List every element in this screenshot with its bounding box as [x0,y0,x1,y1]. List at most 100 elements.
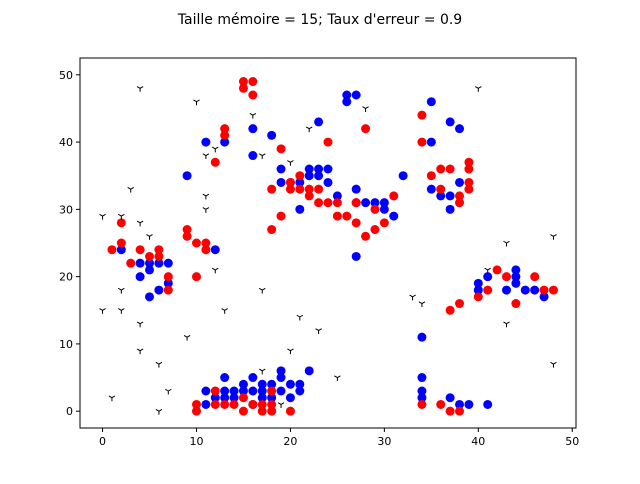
data-point [201,238,211,248]
data-point [201,386,211,396]
data-point [238,393,248,403]
data-point [136,348,144,355]
data-point [511,278,521,288]
data-point [314,184,324,194]
data-point [182,171,192,181]
data-point [229,399,239,409]
data-point [248,373,258,383]
data-point [193,99,200,106]
data-point [351,251,361,261]
data-point [342,97,352,107]
data-point [370,225,380,235]
x-tick-label: 50 [565,435,579,448]
x-tick-label: 40 [471,435,485,448]
data-point [351,218,361,228]
data-point [455,124,465,134]
data-point [267,379,277,389]
data-point [445,191,455,201]
x-tick-label: 30 [377,435,391,448]
data-point [295,386,305,396]
data-point [248,151,258,161]
data-point [276,373,286,383]
data-point [248,77,258,87]
x-tick-label: 20 [283,435,297,448]
data-point [99,213,106,220]
data-point [210,399,220,409]
data-point [201,137,211,147]
data-point [445,204,455,214]
data-point [473,285,483,295]
data-point [417,393,427,403]
data-point [550,361,557,368]
data-point [361,231,371,241]
data-point [511,265,521,275]
data-point [116,245,126,255]
data-point [436,184,446,194]
data-point [304,184,314,194]
data-point [220,124,230,134]
y-tick-label: 50 [59,69,73,82]
data-point [229,386,239,396]
data-point [323,137,333,147]
data-point [351,184,361,194]
data-point [295,379,305,389]
data-point [511,272,521,282]
data-point [136,321,144,328]
data-point [220,137,230,147]
data-point [267,406,277,416]
data-point [163,278,173,288]
data-point [464,177,474,187]
data-point [426,171,436,181]
data-point [257,386,267,396]
data-point [314,171,324,181]
x-tick-label: 10 [189,435,203,448]
y-tick-label: 10 [59,338,73,351]
data-point [276,177,286,187]
data-point [183,334,191,341]
data-point [436,399,446,409]
data-point [191,238,201,248]
data-point [127,186,135,193]
y-tick-label: 0 [66,405,73,418]
data-point [483,272,493,282]
data-point [220,373,230,383]
axis-ticks: 0 10 20 30 40 50 0 10 20 30 40 50 [59,69,579,448]
data-point [334,375,341,382]
data-point [135,272,145,282]
data-point [304,366,314,376]
data-point [99,308,106,314]
data-point [332,198,342,208]
data-points [99,77,558,416]
data-point [342,211,352,221]
data-point [539,292,549,302]
data-point [248,386,258,396]
data-point [548,285,558,295]
data-point [257,379,267,389]
data-point [136,86,144,92]
data-point [191,399,201,409]
data-point [445,117,455,127]
data-point [145,258,155,268]
data-point [211,267,219,274]
data-point [154,245,164,255]
data-point [248,399,258,409]
data-point [202,193,210,200]
data-point [118,308,125,314]
data-point [464,399,474,409]
data-point [323,198,333,208]
chart-title: Taille mémoire = 15; Taux d'erreur = 0.9 [177,12,462,28]
data-point [426,137,436,147]
data-point [220,386,230,396]
data-point [258,287,266,294]
data-point [464,164,474,174]
data-point [267,399,277,409]
data-point [163,272,173,282]
data-point [389,191,399,201]
data-point [464,184,474,194]
y-tick-label: 40 [59,136,73,149]
data-point [202,153,210,160]
data-point [455,177,465,187]
data-point [118,213,125,220]
y-tick-label: 20 [59,271,73,284]
data-point [332,211,342,221]
